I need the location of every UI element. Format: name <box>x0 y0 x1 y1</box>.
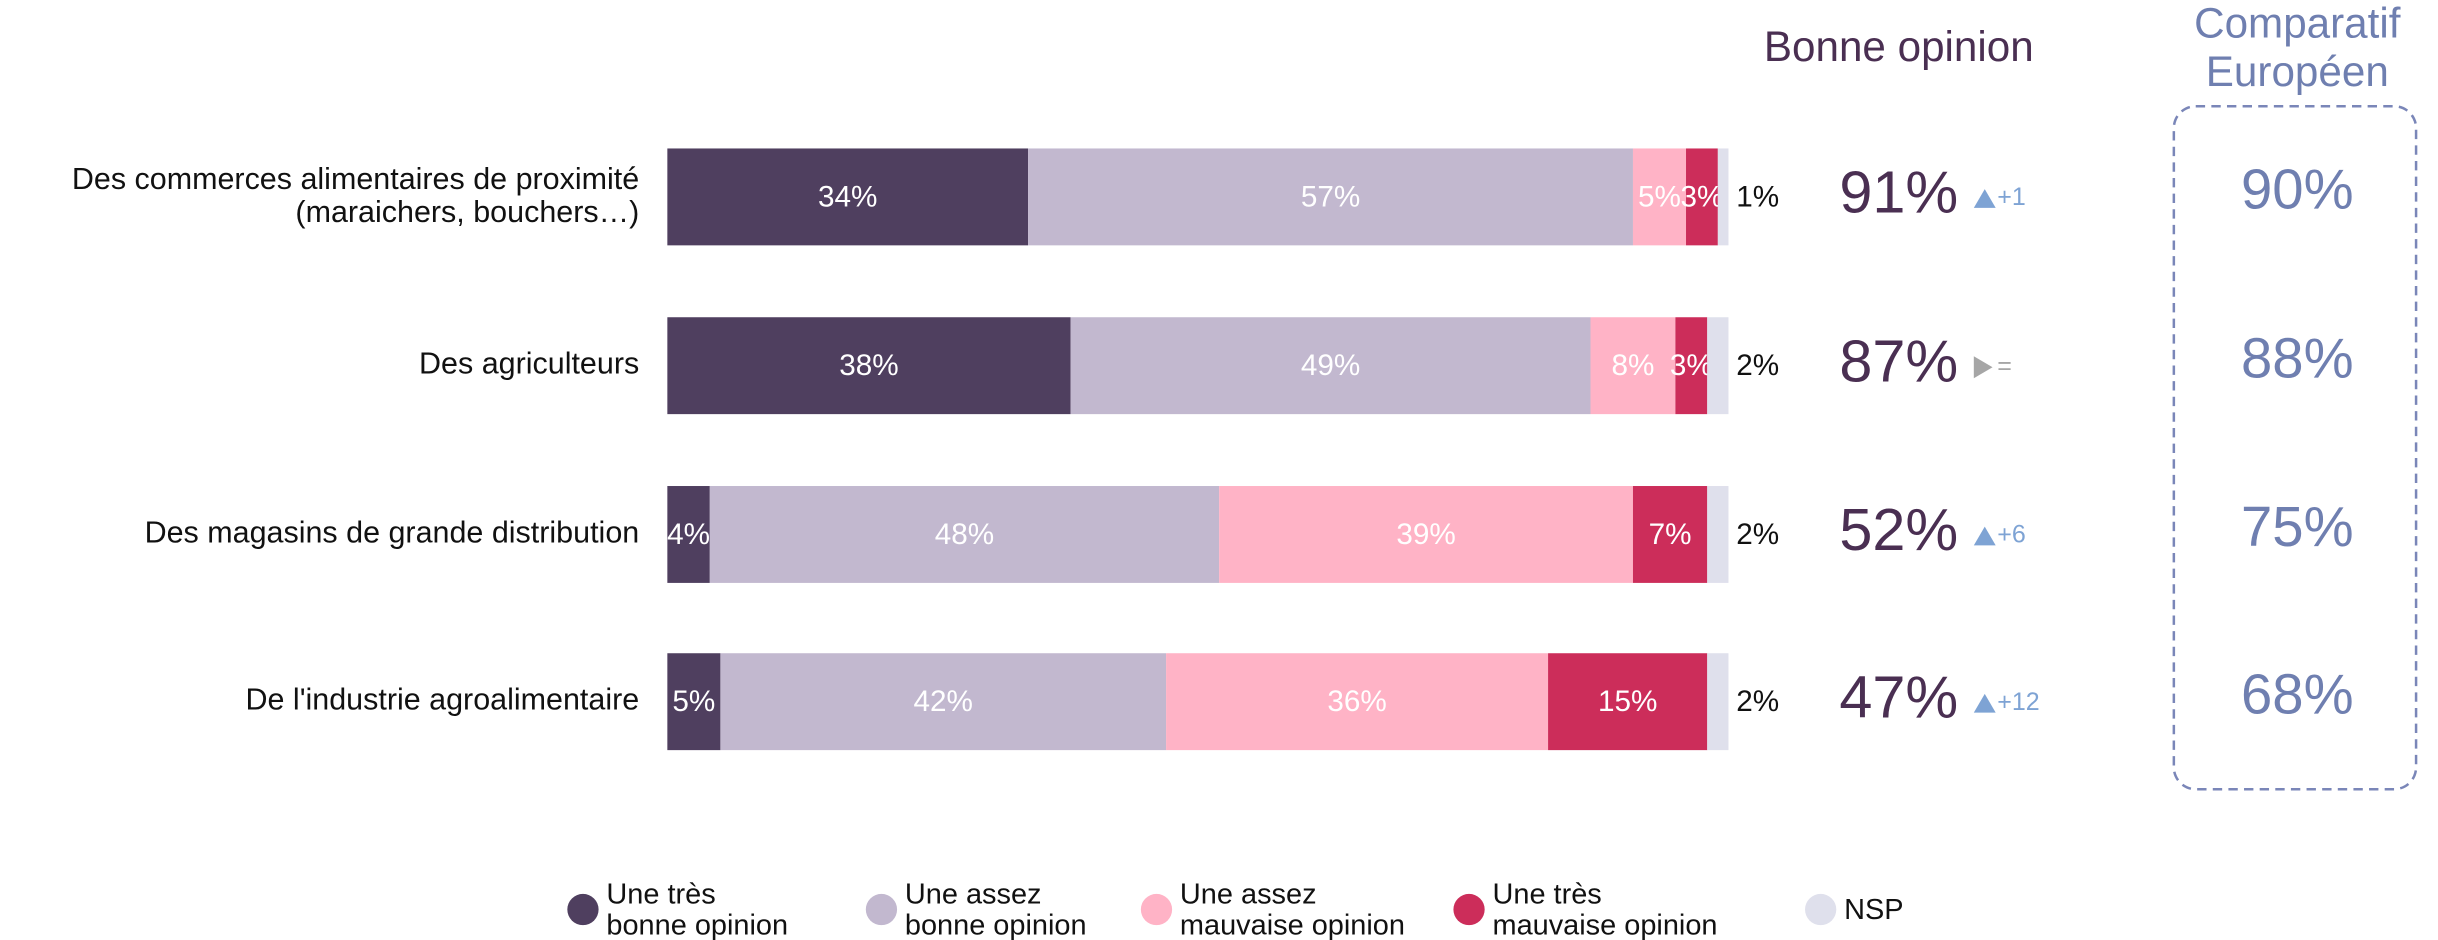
bar-label: 38% <box>839 349 898 382</box>
category-label: De l'industrie agroalimentaire <box>245 683 640 718</box>
bar-segment <box>1028 148 1633 246</box>
bar-label: 49% <box>1301 349 1360 382</box>
bar-label: 57% <box>1301 180 1360 213</box>
legend-label: Une très mauvaise opinion <box>1492 876 1718 940</box>
trend-label: +6 <box>1997 521 2026 549</box>
trend-label: +12 <box>1997 688 2039 716</box>
trend-icon <box>1973 356 1993 379</box>
bar-segment <box>1166 653 1549 751</box>
comparatif-title-box: Comparatif Européen <box>2194 0 2401 96</box>
bar-segment <box>1707 486 1729 583</box>
category-label: Des agriculteurs <box>419 347 640 382</box>
bonne-opinion-value: 87% <box>1839 327 1958 394</box>
trend-icon <box>1973 526 1996 546</box>
bar-segment <box>1707 653 1729 751</box>
bonne-opinion-value: 52% <box>1839 496 1958 563</box>
bar-label: 36% <box>1327 685 1386 718</box>
trend-icon <box>1973 189 1996 208</box>
bar-segment <box>1070 317 1591 415</box>
legend-swatch <box>567 893 599 926</box>
comparatif-value: 88% <box>2241 326 2354 389</box>
nsp-label: 2% <box>1736 349 1779 382</box>
bar-label: 5% <box>1638 180 1681 213</box>
category-label-box: Des agriculteurs <box>419 347 640 382</box>
category-label: Des magasins de grande distribution <box>144 516 640 551</box>
comparatif-value: 68% <box>2241 662 2354 725</box>
bar-label: 7% <box>1649 518 1692 551</box>
bar-segment <box>1675 317 1708 415</box>
trend-icon <box>1973 693 1996 713</box>
bar-segment <box>1219 486 1633 583</box>
bonne-opinion-title: Bonne opinion <box>1764 23 2034 70</box>
category-label-box: De l'industrie agroalimentaire <box>245 683 640 718</box>
bar-label: 39% <box>1396 518 1455 551</box>
comparatif-value: 75% <box>2241 495 2354 558</box>
bar-label: 5% <box>672 685 715 718</box>
legend-label-box: NSP <box>1844 892 1904 925</box>
legend-label-box: Une très bonne opinion <box>606 876 789 940</box>
legend-swatch <box>1453 893 1485 926</box>
bonne-opinion-value: 91% <box>1839 159 1958 226</box>
legend-label: Une assez bonne opinion <box>904 876 1087 940</box>
legend-label: Une assez mauvaise opinion <box>1179 876 1405 940</box>
bar-label: 48% <box>935 518 994 551</box>
bar-label: 3% <box>1670 349 1713 382</box>
category-label: Des commerces alimentaires de proximité … <box>71 161 640 230</box>
trend-label: +1 <box>1997 183 2026 211</box>
comparatif-value: 90% <box>2241 158 2354 221</box>
legend-swatch <box>1805 893 1837 926</box>
bar-segment <box>667 148 1029 246</box>
bar-segment <box>1717 148 1729 246</box>
legend-label-box: Une très mauvaise opinion <box>1492 876 1718 940</box>
legend-label-box: Une assez mauvaise opinion <box>1179 876 1405 940</box>
nsp-label: 1% <box>1736 180 1779 213</box>
bar-segment <box>709 486 1220 583</box>
bar-label: 3% <box>1680 180 1723 213</box>
legend-label: NSP <box>1844 892 1904 925</box>
nsp-label: 2% <box>1736 685 1779 718</box>
bar-segment <box>1686 148 1718 246</box>
bar-label: 15% <box>1598 685 1657 718</box>
category-label-box: Des magasins de grande distribution <box>144 516 640 551</box>
comparison-frame <box>2172 105 2418 791</box>
category-label-box: Des commerces alimentaires de proximité … <box>71 161 640 230</box>
bar-segment <box>1590 317 1676 415</box>
bar-segment <box>1632 148 1687 246</box>
legend-swatch <box>865 893 898 926</box>
bar-segment <box>1548 653 1708 751</box>
bonne-opinion-value: 47% <box>1839 663 1958 730</box>
bar-segment <box>667 486 710 583</box>
bar-segment <box>667 653 721 751</box>
bar-label: 34% <box>818 180 877 213</box>
legend-label: Une très bonne opinion <box>606 876 789 940</box>
legend-label-box: Une assez bonne opinion <box>904 876 1087 940</box>
bar-label: 4% <box>667 518 710 551</box>
comparatif-title: Comparatif Européen <box>2194 0 2401 96</box>
bar-label: 42% <box>914 685 973 718</box>
bar-segment <box>1707 317 1729 415</box>
bar-segment <box>1632 486 1708 583</box>
trend-label: = <box>1997 352 2012 380</box>
bar-segment <box>720 653 1167 751</box>
bar-label: 8% <box>1611 349 1654 382</box>
nsp-label: 2% <box>1736 518 1779 551</box>
bar-segment <box>667 317 1071 415</box>
legend-swatch <box>1140 893 1173 926</box>
